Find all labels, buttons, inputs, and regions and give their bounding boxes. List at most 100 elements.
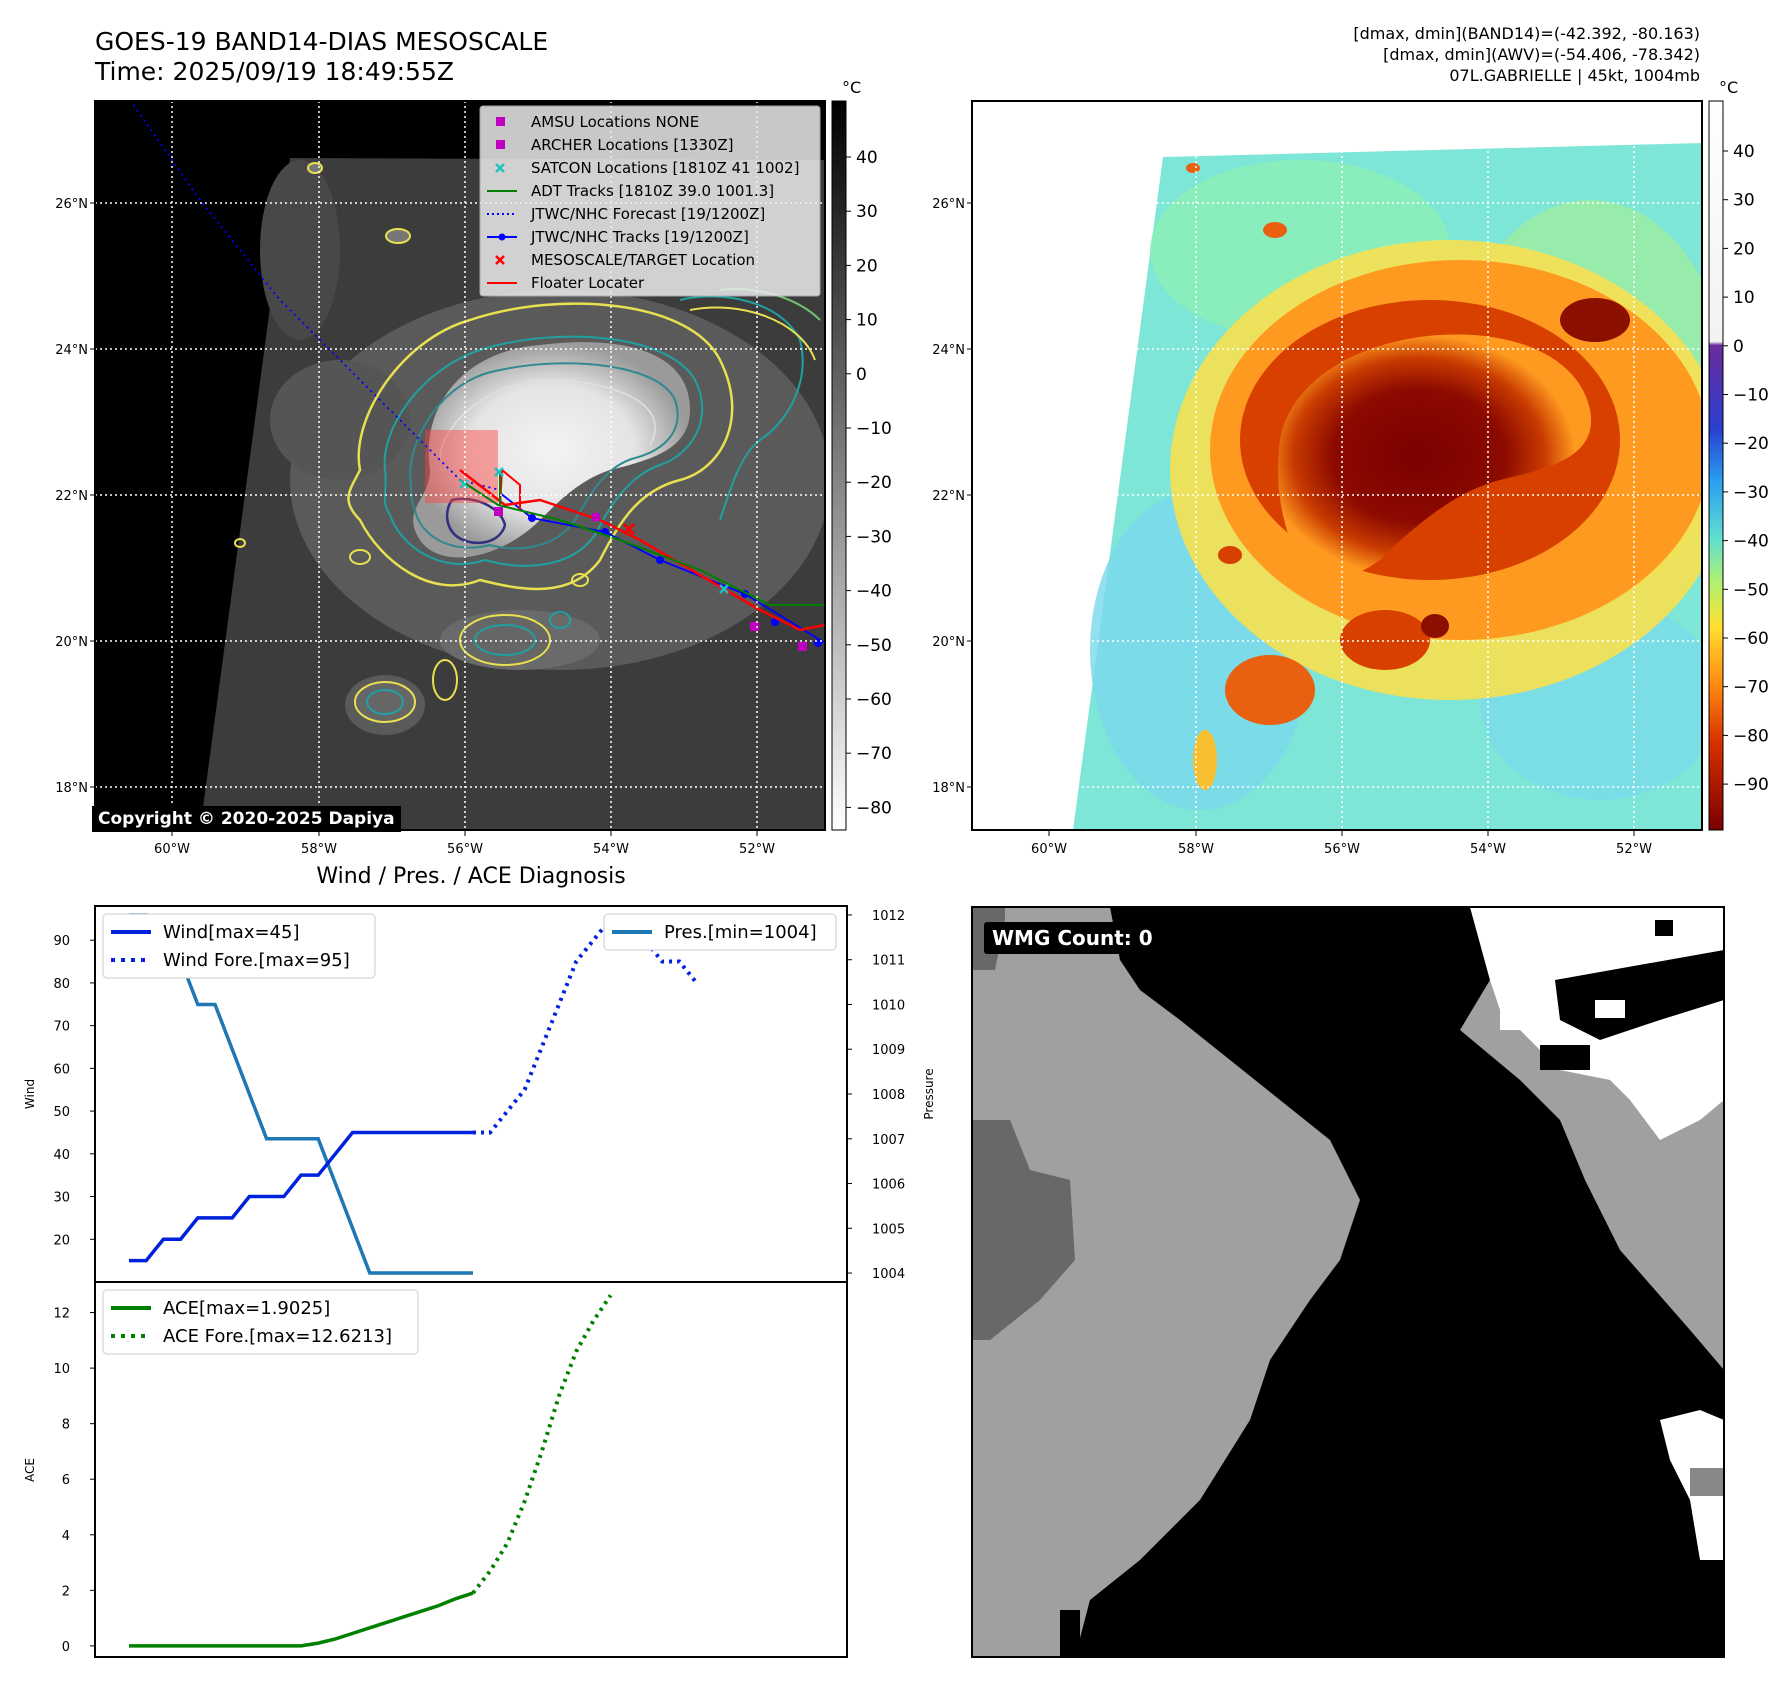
ace-tick-label: 4 <box>62 1529 70 1544</box>
band14-lon-label: 52°W <box>739 842 775 857</box>
wind-tick-label: 20 <box>53 1233 70 1248</box>
awv-lon-label: 60°W <box>1031 842 1067 857</box>
awv-lat-label: 22°N <box>932 489 965 504</box>
awv-colorbar <box>1708 100 1724 831</box>
ace-tick-label: 0 <box>62 1640 70 1655</box>
band14-colorbar-label: 0 <box>856 365 867 385</box>
legend-entry: ARCHER Locations [1330Z] <box>496 136 734 154</box>
wind-tick-label: 80 <box>53 977 70 992</box>
band14-lat-label: 20°N <box>55 635 88 650</box>
band14-colorbar-label: −60 <box>856 690 892 710</box>
series-wind-fore-line <box>473 916 699 1135</box>
band14-map: AMSU Locations NONE ARCHER Locations [133… <box>95 101 825 830</box>
legend-marker <box>495 255 505 265</box>
pressure-tick-label: 1010 <box>872 998 905 1013</box>
wind-tick-label: 60 <box>53 1062 70 1077</box>
band14-colorbar-label: −20 <box>856 473 892 493</box>
ace-tick-label: 6 <box>62 1473 70 1488</box>
pressure-tick-label: 1006 <box>872 1178 905 1193</box>
band14-colorbar-label: −80 <box>856 798 892 818</box>
diagnosis-title: Wind / Pres. / ACE Diagnosis <box>316 864 625 889</box>
band14-lat-label: 24°N <box>55 343 88 358</box>
awv-map <box>972 101 1702 830</box>
awv-colorbar-label: −10 <box>1733 386 1769 406</box>
awv-colorbar-label: −40 <box>1733 532 1769 552</box>
legend-entry: Floater Locater <box>487 274 645 292</box>
series-wind-line <box>129 1130 473 1263</box>
chart-legend: Wind[max=45] Wind Fore.[max=95] <box>102 913 376 979</box>
awv-colorbar-label: −80 <box>1733 726 1769 746</box>
legend-label: AMSU Locations NONE <box>531 113 699 131</box>
pressure-tick-label: 1008 <box>872 1088 905 1103</box>
wmg-count-label: WMG Count: 0 <box>984 922 1161 954</box>
figure-time: Time: 2025/09/19 18:49:55Z <box>94 57 454 86</box>
band14-lon-label: 60°W <box>154 842 190 857</box>
wind-tick-label: 90 <box>53 934 70 949</box>
awv-map-frame <box>971 100 1703 831</box>
ace-tick-label: 12 <box>53 1307 70 1322</box>
legend-label: JTWC/NHC Tracks [19/1200Z] <box>530 228 749 246</box>
band14-colorbar-label: 30 <box>856 202 878 222</box>
awv-colorbar-label: 20 <box>1733 239 1755 259</box>
pressure-tick-label: 1012 <box>872 909 905 924</box>
wind-tick-label: 70 <box>53 1020 70 1035</box>
awv-colorbar-label: 40 <box>1733 142 1755 162</box>
awv-lon-label: 54°W <box>1470 842 1506 857</box>
legend-entry: JTWC/NHC Forecast [19/1200Z] <box>487 205 765 223</box>
ace-tick-label: 10 <box>53 1362 70 1377</box>
awv-colorbar-unit: °C <box>1719 78 1738 97</box>
wind-tick-label: 40 <box>53 1148 70 1163</box>
band14-lon-label: 56°W <box>447 842 483 857</box>
band14-colorbar-label: −50 <box>856 636 892 656</box>
ace-tick-label: 8 <box>62 1418 70 1433</box>
legend-entry: AMSU Locations NONE <box>496 113 699 131</box>
dmax-band14: [dmax, dmin](BAND14)=(-42.392, -80.163) <box>1353 24 1700 43</box>
pressure-axis-label: Pressure <box>922 1068 936 1119</box>
legend-label: Floater Locater <box>531 274 645 292</box>
band14-colorbar-label: −40 <box>856 582 892 602</box>
legend-marker <box>496 117 505 126</box>
band14-colorbar-label: 20 <box>856 256 878 276</box>
copyright-label: Copyright © 2020-2025 Dapiya <box>92 806 401 832</box>
band14-colorbar-label: 10 <box>856 311 878 331</box>
awv-lat-label: 18°N <box>932 781 965 796</box>
band14-lon-label: 58°W <box>301 842 337 857</box>
chart-legend: Pres.[min=1004] <box>603 913 837 951</box>
band14-colorbar <box>831 100 847 831</box>
ace-axis-label: ACE <box>23 1458 37 1482</box>
figure-title: GOES-19 BAND14-DIAS MESOSCALE <box>95 27 548 56</box>
legend-label: JTWC/NHC Forecast [19/1200Z] <box>530 205 765 223</box>
pressure-tick-label: 1004 <box>872 1267 905 1282</box>
wmg-panel <box>972 907 1724 1657</box>
awv-colorbar-label: −50 <box>1733 580 1769 600</box>
dmax-awv: [dmax, dmin](AWV)=(-54.406, -78.342) <box>1383 45 1700 64</box>
awv-lon-label: 58°W <box>1178 842 1214 857</box>
band14-lon-label: 54°W <box>593 842 629 857</box>
awv-colorbar-label: −60 <box>1733 629 1769 649</box>
legend-marker <box>496 140 505 149</box>
band14-colorbar-label: 40 <box>856 148 878 168</box>
wind-axis-label: Wind <box>23 1079 37 1109</box>
band14-lat-label: 26°N <box>55 197 88 212</box>
awv-lon-label: 56°W <box>1324 842 1360 857</box>
chart-legend-label: Wind[max=45] <box>163 922 300 943</box>
awv-colorbar-label: −30 <box>1733 483 1769 503</box>
band14-colorbar-label: −30 <box>856 527 892 547</box>
chart-legend: ACE[max=1.9025] ACE Fore.[max=12.6213] <box>102 1289 419 1355</box>
awv-colorbar-label: −90 <box>1733 775 1769 795</box>
band14-colorbar-label: −10 <box>856 419 892 439</box>
legend-label: ARCHER Locations [1330Z] <box>531 136 734 154</box>
awv-lat-label: 24°N <box>932 343 965 358</box>
chart-legend-label: ACE Fore.[max=12.6213] <box>163 1326 392 1347</box>
wind-tick-label: 30 <box>53 1191 70 1206</box>
band14-map-frame <box>94 100 826 831</box>
legend-label: SATCON Locations [1810Z 41 1002] <box>531 159 799 177</box>
band14-colorbar-unit: °C <box>842 78 861 97</box>
wind-tick-label: 50 <box>53 1105 70 1120</box>
pressure-tick-label: 1007 <box>872 1133 905 1148</box>
awv-colorbar-label: 30 <box>1733 191 1755 211</box>
legend-entry: JTWC/NHC Tracks [19/1200Z] <box>487 228 749 246</box>
legend-marker <box>495 163 505 173</box>
pressure-tick-label: 1011 <box>872 954 905 969</box>
chart-legend-label: Pres.[min=1004] <box>664 922 817 943</box>
